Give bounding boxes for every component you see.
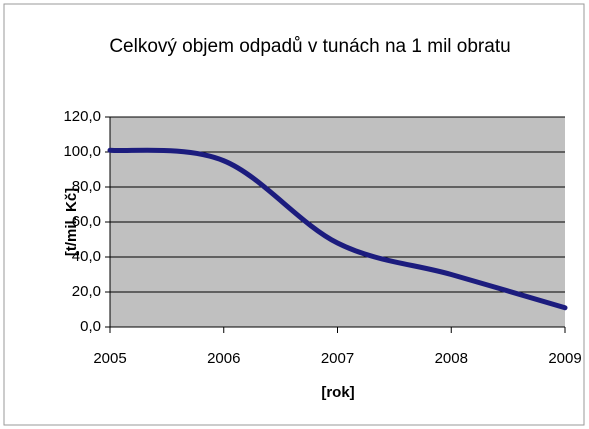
y-tick-label: 0,0 bbox=[80, 318, 101, 335]
y-tick-label: 120,0 bbox=[63, 108, 101, 125]
y-tick-label: 20,0 bbox=[72, 283, 101, 300]
y-tick-label: 80,0 bbox=[72, 178, 101, 195]
y-tick-label: 40,0 bbox=[72, 248, 101, 265]
x-tick-label: 2005 bbox=[93, 350, 126, 367]
chart-title: Celkový objem odpadů v tunách na 1 mil o… bbox=[109, 36, 510, 57]
x-tick-label: 2007 bbox=[321, 350, 354, 367]
y-tick-label: 60,0 bbox=[72, 213, 101, 230]
y-tick-label: 100,0 bbox=[63, 143, 101, 160]
x-tick-label: 2006 bbox=[207, 350, 240, 367]
x-tick-label: 2008 bbox=[435, 350, 468, 367]
data-line bbox=[107, 147, 568, 311]
x-axis-title: [rok] bbox=[321, 384, 354, 401]
x-tick-label: 2009 bbox=[548, 350, 581, 367]
y-axis-title: [t/mil. Kč] bbox=[63, 188, 80, 256]
